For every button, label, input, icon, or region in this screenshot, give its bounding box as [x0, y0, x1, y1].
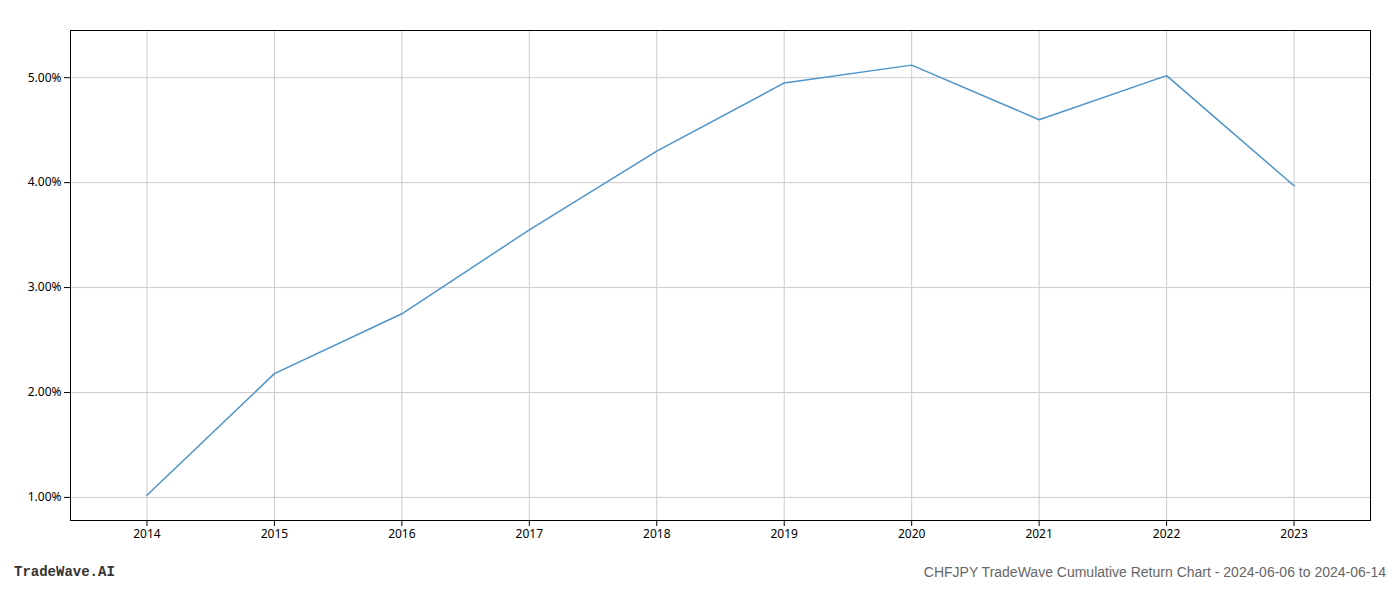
- svg-text:3.00%: 3.00%: [28, 278, 62, 295]
- svg-text:2019: 2019: [770, 525, 798, 542]
- svg-text:2014: 2014: [133, 525, 161, 542]
- svg-text:2015: 2015: [261, 525, 289, 542]
- svg-text:2.00%: 2.00%: [28, 383, 62, 400]
- svg-text:5.00%: 5.00%: [28, 69, 62, 86]
- svg-text:2018: 2018: [643, 525, 671, 542]
- html-text:TradeWave.AI: TradeWave.AI: [14, 564, 115, 580]
- svg-text:2016: 2016: [388, 525, 416, 542]
- svg-text:4.00%: 4.00%: [28, 173, 62, 190]
- svg-text:1.00%: 1.00%: [28, 488, 62, 505]
- svg-text:2021: 2021: [1025, 525, 1052, 542]
- svg-text:2023: 2023: [1280, 525, 1308, 542]
- html-text:CHFJPY TradeWave Cumulative Re: CHFJPY TradeWave Cumulative Return Chart…: [923, 564, 1386, 580]
- svg-text:2022: 2022: [1153, 525, 1181, 542]
- svg-text:2020: 2020: [898, 525, 926, 542]
- svg-text:2017: 2017: [516, 525, 544, 542]
